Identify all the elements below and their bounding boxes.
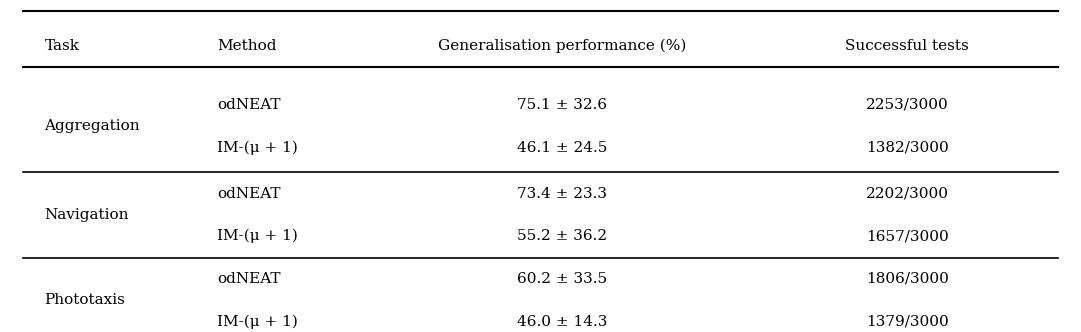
Text: 1379/3000: 1379/3000	[866, 315, 948, 329]
Text: Aggregation: Aggregation	[44, 119, 141, 133]
Text: odNEAT: odNEAT	[217, 98, 281, 112]
Text: Phototaxis: Phototaxis	[44, 293, 125, 307]
Text: 2253/3000: 2253/3000	[866, 98, 948, 112]
Text: 73.4 ± 23.3: 73.4 ± 23.3	[517, 187, 608, 201]
Text: 46.0 ± 14.3: 46.0 ± 14.3	[517, 315, 608, 329]
Text: IM-(μ + 1): IM-(μ + 1)	[217, 229, 298, 243]
Text: Task: Task	[44, 39, 80, 53]
Text: 2202/3000: 2202/3000	[866, 187, 949, 201]
Text: IM-(μ + 1): IM-(μ + 1)	[217, 314, 298, 329]
Text: 1657/3000: 1657/3000	[866, 229, 948, 243]
Text: 46.1 ± 24.5: 46.1 ± 24.5	[517, 140, 608, 154]
Text: odNEAT: odNEAT	[217, 187, 281, 201]
Text: 75.1 ± 32.6: 75.1 ± 32.6	[517, 98, 608, 112]
Text: Generalisation performance (%): Generalisation performance (%)	[438, 39, 686, 53]
Text: 1806/3000: 1806/3000	[866, 272, 948, 286]
Text: 1382/3000: 1382/3000	[866, 140, 948, 154]
Text: 60.2 ± 33.5: 60.2 ± 33.5	[517, 272, 608, 286]
Text: IM-(μ + 1): IM-(μ + 1)	[217, 140, 298, 155]
Text: Method: Method	[217, 39, 277, 53]
Text: Successful tests: Successful tests	[845, 39, 969, 53]
Text: Navigation: Navigation	[44, 208, 129, 222]
Text: 55.2 ± 36.2: 55.2 ± 36.2	[517, 229, 608, 243]
Text: odNEAT: odNEAT	[217, 272, 281, 286]
